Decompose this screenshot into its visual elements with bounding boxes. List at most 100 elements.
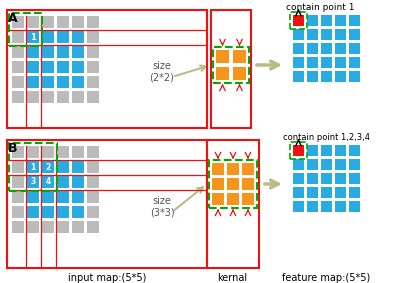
- Bar: [27, 176, 39, 188]
- Bar: [321, 29, 332, 40]
- Bar: [349, 15, 360, 26]
- Bar: [27, 221, 39, 233]
- Bar: [335, 71, 346, 82]
- Bar: [57, 16, 69, 28]
- Text: contain point 1,2,3,4: contain point 1,2,3,4: [283, 133, 370, 142]
- Bar: [12, 176, 24, 188]
- Bar: [233, 50, 246, 63]
- Bar: [27, 31, 39, 43]
- Bar: [307, 71, 318, 82]
- Bar: [293, 71, 304, 82]
- Bar: [27, 46, 39, 58]
- Bar: [290, 12, 307, 29]
- Bar: [72, 91, 84, 103]
- Bar: [12, 221, 24, 233]
- Bar: [321, 201, 332, 212]
- Bar: [87, 221, 99, 233]
- Text: 1: 1: [30, 33, 36, 42]
- Bar: [42, 31, 54, 43]
- Bar: [57, 91, 69, 103]
- Bar: [87, 176, 99, 188]
- Bar: [27, 76, 39, 88]
- Bar: [349, 43, 360, 54]
- Bar: [321, 145, 332, 156]
- Bar: [57, 221, 69, 233]
- Bar: [349, 159, 360, 170]
- Bar: [87, 161, 99, 173]
- Bar: [42, 61, 54, 73]
- Bar: [87, 146, 99, 158]
- Bar: [57, 161, 69, 173]
- Bar: [321, 173, 332, 184]
- Text: input map:(5*5): input map:(5*5): [68, 273, 146, 283]
- Bar: [211, 10, 251, 128]
- Bar: [72, 76, 84, 88]
- Bar: [57, 31, 69, 43]
- Bar: [42, 91, 54, 103]
- Text: kernal: kernal: [217, 273, 247, 283]
- Bar: [7, 140, 207, 268]
- Bar: [87, 76, 99, 88]
- Bar: [57, 176, 69, 188]
- Bar: [57, 191, 69, 203]
- Bar: [27, 61, 39, 73]
- Bar: [321, 159, 332, 170]
- Text: size
(2*2): size (2*2): [150, 61, 174, 83]
- Bar: [42, 206, 54, 218]
- Bar: [335, 201, 346, 212]
- Bar: [293, 201, 304, 212]
- Bar: [42, 16, 54, 28]
- Bar: [57, 46, 69, 58]
- Bar: [293, 29, 304, 40]
- Bar: [335, 43, 346, 54]
- Bar: [72, 31, 84, 43]
- Text: 3: 3: [30, 177, 36, 186]
- Bar: [349, 173, 360, 184]
- Bar: [72, 161, 84, 173]
- Bar: [307, 29, 318, 40]
- Bar: [349, 187, 360, 198]
- Bar: [321, 43, 332, 54]
- Bar: [72, 206, 84, 218]
- Bar: [307, 159, 318, 170]
- Bar: [307, 43, 318, 54]
- Bar: [42, 46, 54, 58]
- Bar: [216, 67, 229, 80]
- Bar: [12, 206, 24, 218]
- Bar: [87, 206, 99, 218]
- Bar: [307, 57, 318, 68]
- Bar: [72, 176, 84, 188]
- Bar: [57, 76, 69, 88]
- Bar: [42, 191, 54, 203]
- Bar: [57, 206, 69, 218]
- Bar: [349, 71, 360, 82]
- Bar: [227, 178, 239, 190]
- Bar: [307, 15, 318, 26]
- Bar: [72, 61, 84, 73]
- Bar: [87, 191, 99, 203]
- Bar: [27, 161, 39, 173]
- Bar: [216, 50, 229, 63]
- Bar: [335, 57, 346, 68]
- Bar: [87, 61, 99, 73]
- Bar: [321, 57, 332, 68]
- Bar: [335, 159, 346, 170]
- Bar: [12, 61, 24, 73]
- Bar: [307, 201, 318, 212]
- Bar: [242, 178, 254, 190]
- Bar: [209, 160, 257, 208]
- Bar: [335, 29, 346, 40]
- Bar: [207, 140, 259, 268]
- Bar: [293, 145, 304, 156]
- Bar: [227, 163, 239, 175]
- Bar: [72, 191, 84, 203]
- Bar: [12, 191, 24, 203]
- Text: 4: 4: [45, 177, 51, 186]
- Bar: [212, 163, 224, 175]
- Text: 1: 1: [30, 162, 36, 171]
- Bar: [335, 145, 346, 156]
- Text: feature map:(5*5): feature map:(5*5): [282, 273, 371, 283]
- Bar: [307, 145, 318, 156]
- Bar: [335, 187, 346, 198]
- Text: A: A: [8, 12, 18, 25]
